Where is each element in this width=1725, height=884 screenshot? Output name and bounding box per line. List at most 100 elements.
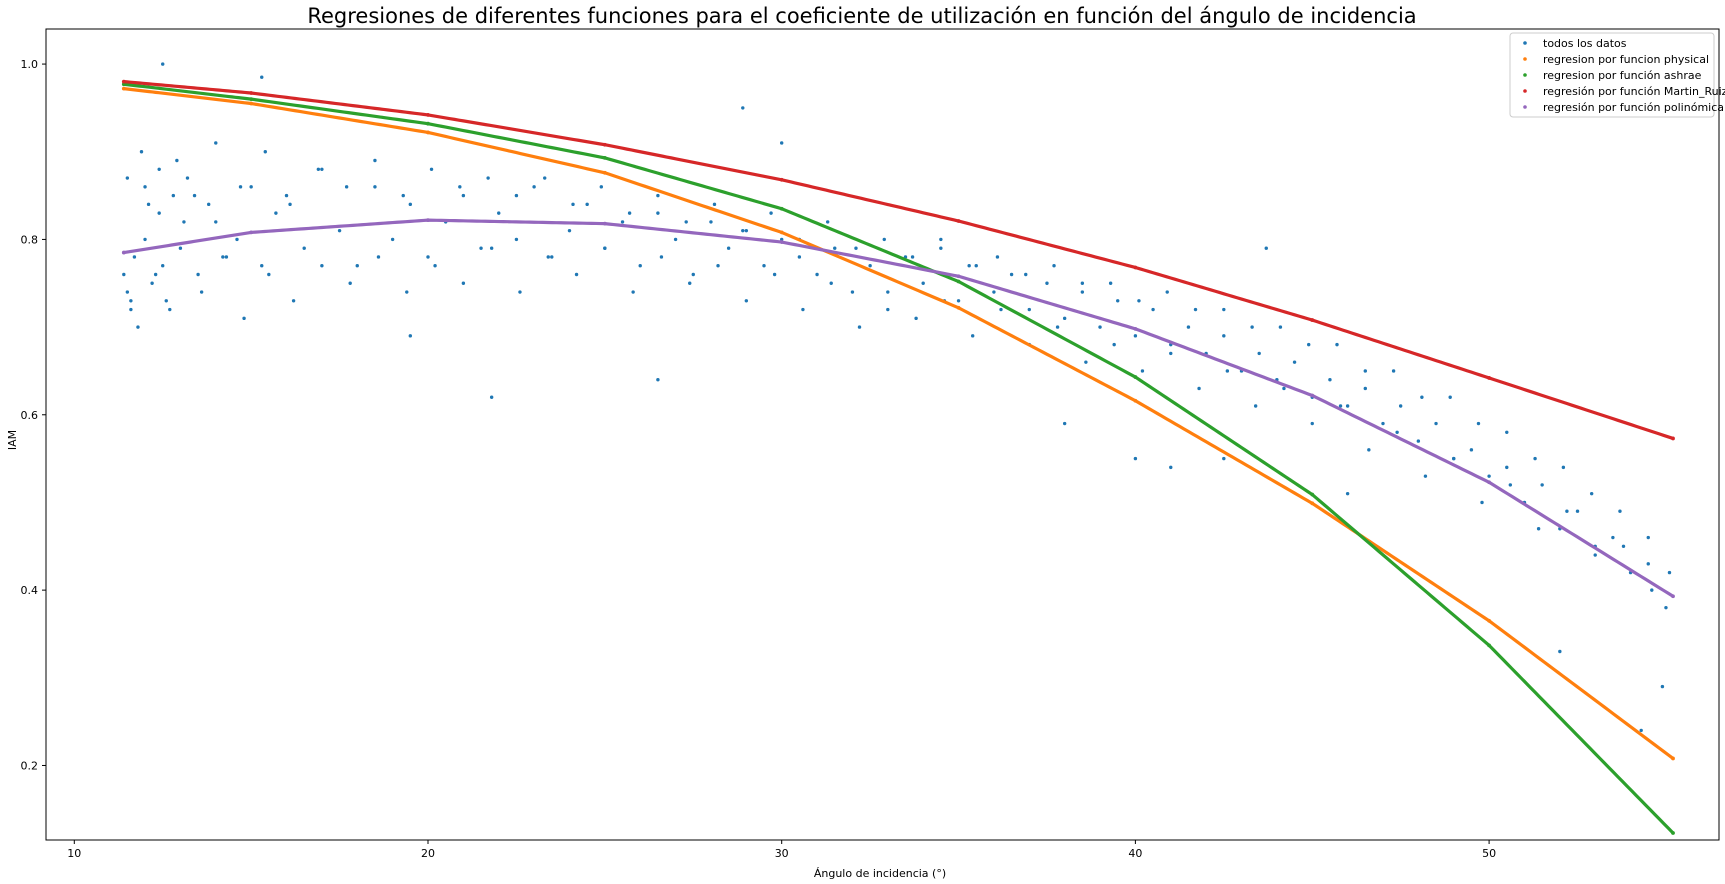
data-point [214, 220, 218, 224]
data-point [656, 378, 660, 382]
y-tick-label: 0.8 [21, 233, 39, 246]
series-4 [121, 79, 1675, 441]
data-point [1292, 360, 1297, 364]
data-point [263, 150, 267, 154]
data-point [716, 264, 720, 268]
regression-curve [123, 80, 1674, 440]
data-point [1540, 483, 1544, 487]
data-point [1310, 421, 1314, 426]
data-point [1480, 500, 1484, 505]
data-point [1062, 316, 1067, 321]
data-point [656, 193, 660, 198]
data-point [741, 106, 745, 110]
data-point [914, 316, 918, 321]
data-point [1667, 570, 1672, 575]
curve-point [249, 230, 254, 235]
data-point [970, 334, 975, 338]
data-point [461, 281, 466, 285]
data-point [1278, 325, 1283, 329]
legend-item: regresión por función Martin_Ruiz [1523, 85, 1725, 98]
data-point [408, 334, 413, 338]
legend-label: regresion por funcion physical [1543, 53, 1709, 66]
data-point [157, 167, 161, 171]
data-point [164, 299, 168, 303]
curve-point [1133, 326, 1138, 331]
data-point [673, 237, 678, 242]
data-point [886, 290, 890, 294]
legend-marker [1523, 41, 1527, 45]
data-point [1536, 527, 1541, 531]
data-point [1335, 342, 1339, 347]
curve-point [602, 221, 607, 226]
legend-box [1509, 32, 1715, 118]
curve-point [426, 121, 430, 126]
series-3 [121, 82, 1675, 835]
data-point [599, 185, 604, 189]
curve-point [1487, 643, 1491, 648]
data-point [1133, 456, 1138, 461]
data-point [1487, 474, 1491, 478]
legend-marker [1523, 105, 1527, 109]
data-point [1646, 562, 1650, 566]
data-point [974, 264, 978, 268]
data-point [1193, 307, 1198, 312]
data-point [780, 141, 784, 145]
x-tick-label: 20 [421, 847, 435, 860]
data-point [207, 202, 211, 207]
data-point [1593, 553, 1597, 557]
curve-point [121, 86, 126, 91]
curve-point [1310, 492, 1315, 497]
legend-label: regresión por función Martin_Ruiz [1543, 85, 1725, 98]
data-point [1589, 491, 1594, 496]
x-tick-label: 10 [67, 847, 81, 860]
curve-point [602, 155, 607, 160]
data-point [196, 272, 200, 277]
data-point [815, 272, 819, 277]
data-point [221, 255, 225, 259]
curve-point [779, 240, 784, 244]
data-point [1508, 483, 1513, 487]
axes: 10 20 30 40 50 0.2 0.4 0.6 0.8 1.0 [21, 28, 1720, 860]
curve-point [779, 177, 784, 182]
x-tick-label: 40 [1128, 847, 1142, 860]
data-point [1660, 684, 1665, 689]
data-point [129, 299, 133, 303]
data-point [373, 185, 377, 189]
data-point [1222, 307, 1226, 312]
data-point [1434, 421, 1438, 426]
data-point [1052, 264, 1056, 268]
curve-point [956, 305, 961, 310]
data-point [129, 307, 133, 312]
data-point [267, 272, 271, 277]
data-point [337, 228, 342, 233]
data-point [585, 202, 589, 207]
data-point [514, 193, 519, 198]
curve-point [1310, 393, 1315, 398]
curve-point [956, 274, 961, 279]
data-point [1062, 421, 1067, 426]
data-point [168, 307, 172, 312]
data-point [260, 264, 264, 268]
data-point [302, 246, 306, 250]
legend-label: todos los datos [1543, 37, 1627, 50]
data-point [995, 255, 1000, 259]
data-point [224, 255, 229, 259]
data-point [1133, 334, 1138, 338]
data-point [1055, 325, 1060, 329]
curve-point [426, 113, 430, 117]
data-point [373, 158, 377, 163]
data-point [1264, 246, 1268, 250]
data-point [139, 150, 144, 154]
plot-area [121, 62, 1675, 835]
y-tick-label: 0.6 [21, 409, 39, 422]
data-point [857, 325, 862, 329]
data-point [146, 202, 151, 207]
curve-point [779, 206, 784, 211]
data-point [546, 255, 550, 259]
data-point [603, 246, 607, 250]
data-point [175, 158, 179, 163]
chart-title: Regresiones de diferentes funciones para… [307, 4, 1416, 28]
data-point [344, 185, 349, 189]
data-point [854, 246, 858, 250]
